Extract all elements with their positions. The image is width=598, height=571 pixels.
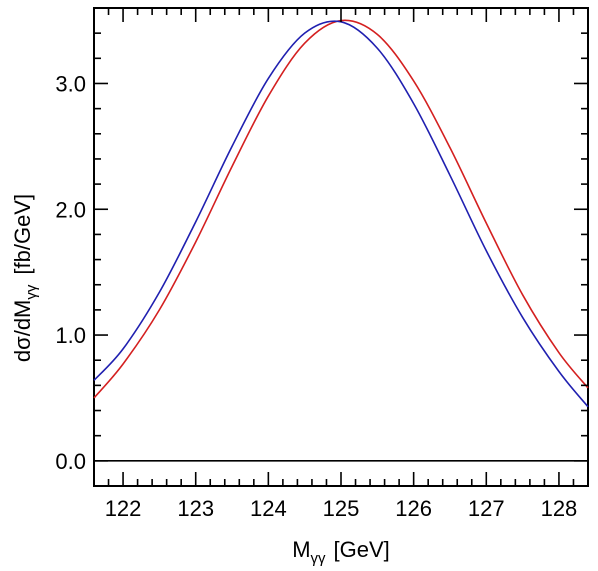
- y-tick-label: 3.0: [55, 71, 86, 96]
- y-axis-ticks: 0.0 1.0 2.0 3.0: [55, 7, 588, 487]
- y-tick-label: 0.0: [55, 449, 86, 474]
- x-tick-label: 128: [541, 496, 578, 521]
- plot-area: [93, 7, 589, 487]
- x-axis-ticks: 122 123 124 125 126 127 128: [93, 8, 589, 521]
- x-tick-label: 125: [323, 496, 360, 521]
- x-tick-label: 124: [250, 496, 287, 521]
- series-line-2: [93, 20, 589, 408]
- x-axis-label: Mγγ [GeV]: [292, 537, 390, 567]
- y-axis-label-sub: γγ: [23, 284, 40, 300]
- x-tick-label: 122: [105, 496, 142, 521]
- y-axis-label-unit: [fb/GeV]: [10, 194, 35, 275]
- x-tick-label: 127: [468, 496, 505, 521]
- x-tick-label: 123: [177, 496, 214, 521]
- plot-frame: [93, 7, 589, 487]
- x-axis-label-main: M: [292, 537, 310, 562]
- series-lines: [93, 19, 589, 408]
- y-axis-label: dσ/dMγγ [fb/GeV]: [10, 194, 40, 362]
- x-axis-label-sub: γγ: [311, 550, 327, 567]
- y-tick-label: 2.0: [55, 197, 86, 222]
- x-axis-label-unit: [GeV]: [334, 537, 390, 562]
- x-tick-label: 126: [395, 496, 432, 521]
- y-tick-label: 1.0: [55, 323, 86, 348]
- series-line-1: [93, 19, 589, 399]
- y-axis-label-main: dσ/dM: [10, 300, 35, 363]
